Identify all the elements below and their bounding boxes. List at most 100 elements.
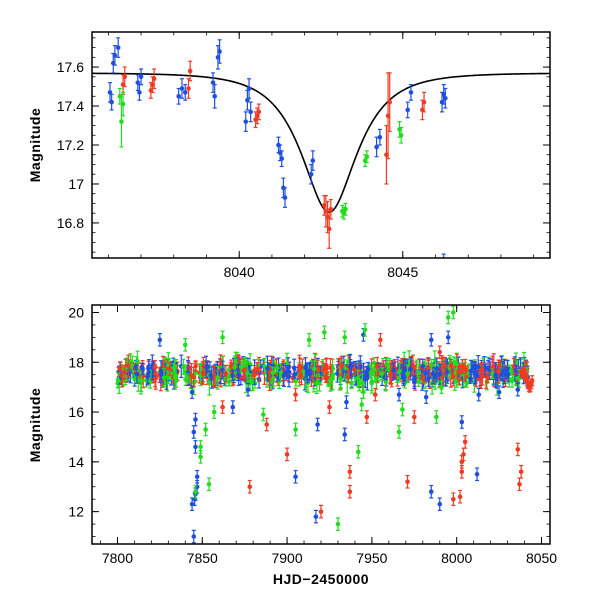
data-point [384,361,390,367]
data-point [232,364,237,370]
data-point [184,375,190,380]
data-point [493,372,498,378]
data-point [277,372,282,378]
data-point [342,335,348,340]
data-point [457,370,463,375]
data-point [428,489,434,495]
data-point [318,509,324,514]
top-axis-ticks: 8040 8045 16.8 17 17.2 17.4 17.6 [57,32,550,280]
data-point [355,375,360,381]
data-point [451,496,456,502]
data-point [152,365,158,370]
data-point [281,372,287,378]
data-point [220,404,225,410]
data-point [518,469,524,475]
data-point [205,364,211,370]
data-point [368,372,374,377]
data-point [421,99,427,105]
y-tick-label: 14 [68,454,84,470]
y-tick-label: 17.6 [57,59,84,75]
data-point [261,412,266,417]
x-tick-label: 8045 [387,264,418,280]
data-point [451,310,456,315]
data-point [398,132,404,138]
data-point [365,366,371,372]
data-point [443,95,448,101]
data-point [243,119,249,124]
data-point [243,359,249,365]
data-point [372,392,378,397]
data-point [396,392,402,397]
top-plot-frame [91,31,551,259]
y-tick-label: 16 [68,404,84,420]
data-point [236,372,242,378]
data-point [408,366,414,372]
data-point [247,378,253,384]
data-point [193,444,198,450]
data-point [388,371,393,376]
data-point [313,514,319,519]
data-point [146,370,151,375]
data-point [430,371,436,376]
bottom-y-axis-title: Magnitude [27,388,43,463]
data-point [344,379,350,384]
data-point [480,367,485,373]
data-point [191,429,197,435]
data-point [245,97,250,103]
data-point [264,422,270,427]
data-point [158,369,164,374]
data-point [328,206,334,212]
data-point [391,367,397,373]
data-point [434,414,439,420]
data-point [297,363,302,369]
data-point [137,90,142,95]
data-point [270,370,276,376]
data-point [428,337,434,343]
data-point [305,371,310,376]
data-point [387,99,393,105]
data-point [497,363,502,369]
data-point [434,366,440,371]
data-point [189,389,195,395]
data-point [191,534,197,539]
data-point [315,422,320,427]
data-point [120,101,126,107]
data-point [193,363,198,369]
data-point [193,489,198,495]
data-point [200,370,206,376]
data-point [459,469,465,475]
data-point [153,375,158,381]
x-tick-label: 7800 [102,550,133,566]
data-point [416,370,422,376]
data-point [246,86,252,91]
data-point [198,444,203,450]
data-point [364,154,370,159]
data-point [293,378,299,384]
data-point [179,86,185,91]
data-point [117,366,123,371]
data-point [347,489,353,495]
data-point [181,364,186,370]
data-point [326,226,332,232]
data-point [138,74,144,80]
data-point [420,376,425,381]
data-point [291,365,297,371]
data-point [342,432,348,437]
data-point [500,369,506,374]
data-point [374,375,379,380]
data-point [476,392,482,397]
data-point [503,371,509,377]
data-point [441,260,446,265]
data-point [459,419,465,425]
data-point [226,379,232,385]
data-point [206,481,212,487]
data-point [284,361,290,366]
data-point [132,376,138,382]
data-point [485,365,491,371]
data-point [161,375,167,381]
data-point [182,342,188,348]
data-point [529,378,535,384]
data-point [361,389,366,395]
data-point [339,363,345,368]
data-point [335,371,340,376]
